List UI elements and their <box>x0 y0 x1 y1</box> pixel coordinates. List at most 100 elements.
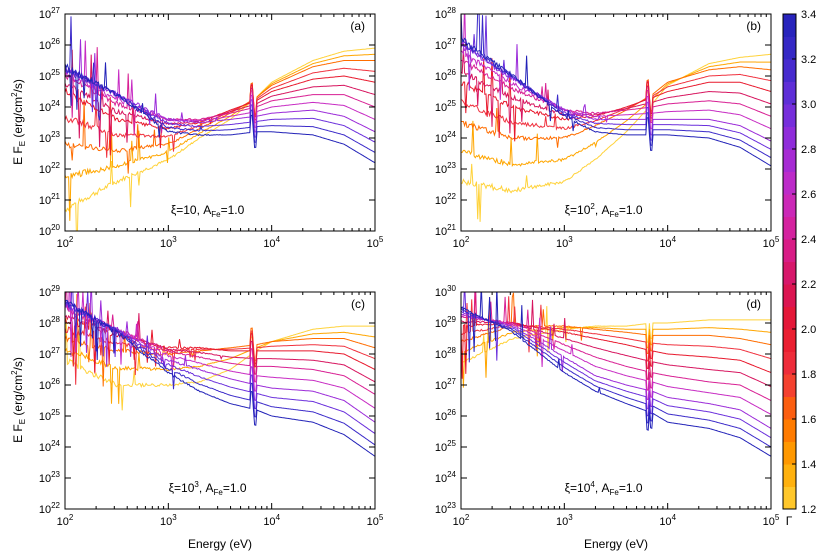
x-tick-label: 104 <box>263 513 280 528</box>
series-line-gamma-3.4 <box>65 62 375 164</box>
colorbar-segment <box>783 171 796 195</box>
series-line-gamma-2.2 <box>461 299 771 388</box>
y-tick-label: 1027 <box>39 346 61 361</box>
colorbar-segment <box>783 261 796 285</box>
series-group <box>65 292 375 457</box>
colorbar-segment <box>783 59 796 82</box>
series-line-gamma-3.0 <box>65 292 375 434</box>
colorbar-segment <box>783 486 796 510</box>
plot-frame <box>64 291 376 510</box>
y-tick-label: 1029 <box>39 284 61 299</box>
colorbar-tick-label: 2.8 <box>801 144 816 156</box>
x-tick-label: 104 <box>659 235 676 250</box>
series-line-gamma-2.6 <box>461 14 771 130</box>
series-line-gamma-2.8 <box>461 312 771 429</box>
y-tick-label: 1025 <box>435 99 457 114</box>
colorbar-segment <box>783 239 796 262</box>
y-tick-label: 1025 <box>435 439 457 454</box>
colorbar-segment <box>783 216 796 240</box>
y-tick-label: 1024 <box>435 130 457 145</box>
colorbar-tick-label: 2.4 <box>801 234 816 246</box>
colorbar-segment <box>783 126 796 150</box>
colorbar-segment <box>783 81 796 105</box>
colorbar-tick-label: 2.0 <box>801 324 816 336</box>
y-tick-label: 1026 <box>435 408 457 423</box>
series-line-gamma-3.4 <box>461 292 771 457</box>
series-line-gamma-1.6 <box>461 292 771 355</box>
panel-label: (a) <box>350 19 365 33</box>
y-tick-label: 1029 <box>435 315 457 330</box>
colorbar-tick-label: 2.2 <box>801 279 816 291</box>
series-line-gamma-2.0 <box>461 292 771 379</box>
series-line-gamma-1.2 <box>461 306 771 364</box>
y-tick-label: 1025 <box>39 68 61 83</box>
series-group <box>65 16 375 231</box>
series-line-gamma-1.4 <box>65 53 375 221</box>
series-line-gamma-2.8 <box>65 292 375 423</box>
x-tick-label: 102 <box>453 513 470 528</box>
y-tick-label: 1024 <box>39 439 61 454</box>
xi-annotation: ξ=104, AFe=1.0 <box>565 480 643 497</box>
y-tick-label: 1023 <box>39 130 61 145</box>
colorbar-tick-label: 3.2 <box>801 54 816 66</box>
x-tick-label: 105 <box>763 513 780 528</box>
x-tick-label: 103 <box>556 235 573 250</box>
colorbar-segment <box>783 441 796 465</box>
colorbar-tick-label: 2.6 <box>801 189 816 201</box>
y-tick-label: 1030 <box>435 284 457 299</box>
x-tick-label: 102 <box>453 235 470 250</box>
x-tick-label: 104 <box>263 235 280 250</box>
series-line-gamma-2.4 <box>461 59 771 124</box>
y-tick-label: 1021 <box>435 223 457 238</box>
x-axis-title: Energy (eV) <box>188 537 252 551</box>
series-group <box>461 292 771 457</box>
series-line-gamma-2.0 <box>65 302 375 373</box>
series-line-gamma-3.2 <box>65 300 375 446</box>
colorbar-segment <box>783 374 796 397</box>
colorbar-segment <box>783 36 796 60</box>
xi-annotation: ξ=102, AFe=1.0 <box>565 202 643 219</box>
colorbar-segment <box>783 329 796 352</box>
y-tick-label: 1024 <box>39 99 61 114</box>
panel-label: (d) <box>746 297 761 311</box>
y-tick-label: 1027 <box>435 37 457 52</box>
series-line-gamma-1.2 <box>461 53 771 222</box>
series-line-gamma-1.4 <box>461 61 771 167</box>
y-tick-label: 1026 <box>39 377 61 392</box>
colorbar-tick-label: 1.6 <box>801 414 816 426</box>
y-tick-label: 1023 <box>39 470 61 485</box>
y-tick-label: 1027 <box>435 377 457 392</box>
y-tick-label: 1028 <box>39 315 61 330</box>
series-line-gamma-2.0 <box>65 49 375 156</box>
series-line-gamma-1.8 <box>65 306 375 385</box>
colorbar-segment <box>783 14 796 37</box>
series-line-gamma-3.4 <box>461 37 771 167</box>
colorbar-segment <box>783 351 796 375</box>
x-tick-label: 102 <box>57 235 74 250</box>
colorbar-segment <box>783 284 796 307</box>
panel-label: (b) <box>746 19 761 33</box>
colorbar-tick-label: 1.2 <box>801 504 816 516</box>
panel-d: 102 103 104 105 1023 1024 1025 1026 1027 1028 1029… <box>435 284 780 528</box>
plot-frame <box>460 291 772 510</box>
y-tick-label: 1026 <box>39 37 61 52</box>
y-tick-label: 1023 <box>435 501 457 516</box>
colorbar-tick-label: 1.4 <box>801 459 816 471</box>
x-tick-label: 102 <box>57 513 74 528</box>
colorbar-tick-label: 1.8 <box>801 369 816 381</box>
y-tick-label: 1022 <box>39 161 61 176</box>
series-group <box>461 14 771 222</box>
y-tick-label: 1023 <box>435 161 457 176</box>
series-line-gamma-3.0 <box>461 292 771 439</box>
x-tick-label: 105 <box>763 235 780 250</box>
series-line-gamma-2.4 <box>65 47 375 136</box>
panel-c: 102 103 104 105 1022 1023 1024 1025 1026 1027 1028… <box>39 284 384 528</box>
x-tick-label: 103 <box>556 513 573 528</box>
y-tick-label: 1020 <box>39 223 61 238</box>
y-axis-title: E FE (erg/cm2/s) <box>10 79 27 165</box>
panel-a: 102 103 104 105 1020 1021 1022 1023 1024 1025 1026… <box>39 6 384 250</box>
xi-annotation: ξ=10, AFe=1.0 <box>171 203 245 219</box>
colorbar-segment <box>783 396 796 420</box>
series-line-gamma-3.2 <box>461 14 771 159</box>
